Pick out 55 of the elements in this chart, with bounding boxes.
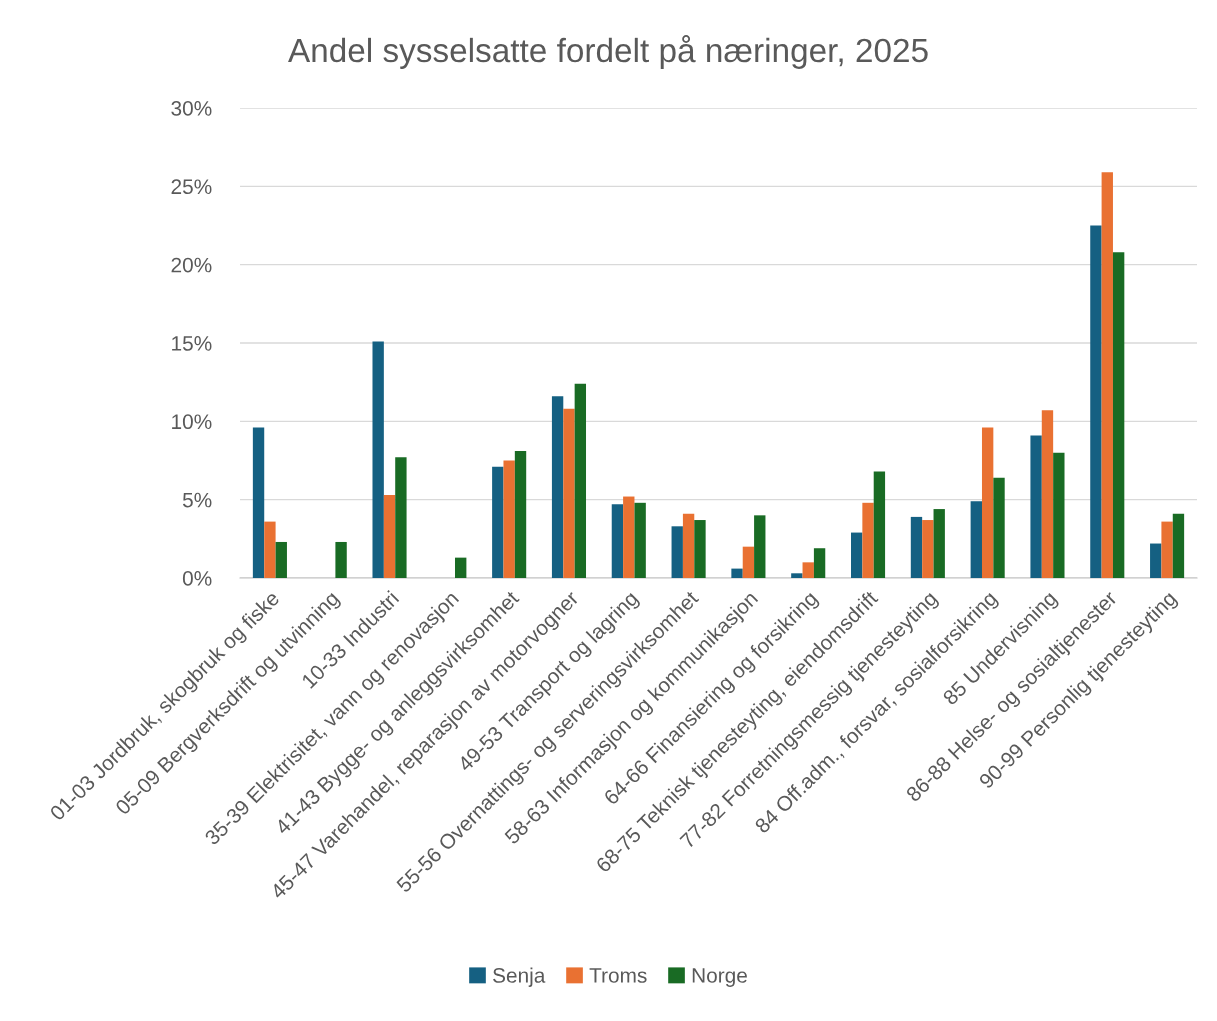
bar: [1030, 435, 1042, 578]
bar: [682, 513, 695, 578]
bar: [1101, 172, 1113, 578]
y-tick-label: 25%: [171, 179, 212, 195]
bar: [993, 477, 1005, 578]
y-tick-label: 15%: [172, 336, 212, 351]
bar: [383, 494, 396, 578]
bar: [754, 515, 766, 578]
bar: [455, 557, 467, 578]
bar: [970, 501, 982, 578]
bar: [922, 520, 934, 578]
bar: [1090, 225, 1102, 578]
y-tick-label: 10%: [172, 414, 212, 430]
bar: [862, 502, 874, 578]
y-tick-label: 0%: [182, 571, 212, 586]
bar: [910, 516, 923, 578]
y-tick-label: 20%: [171, 257, 212, 273]
bar: [634, 502, 646, 578]
legend-label: Troms: [589, 968, 647, 983]
bar: [813, 548, 826, 578]
bar: [694, 520, 706, 578]
bar: [1150, 543, 1162, 578]
bar: [671, 526, 683, 578]
bar: [611, 504, 624, 578]
bar: [873, 471, 886, 578]
bar: [395, 457, 407, 578]
bar: [933, 509, 945, 578]
legend-label: Senja: [493, 967, 546, 987]
chart-title: Andel sysselsatte fordelt på næringer, 2025: [288, 35, 928, 69]
bar: [563, 408, 575, 578]
bar: [981, 427, 994, 578]
bar: [503, 460, 515, 578]
bar: [252, 427, 265, 578]
bar: [731, 568, 743, 578]
bar: [551, 396, 564, 578]
bar: [1172, 513, 1185, 578]
bar: [1112, 252, 1125, 578]
bar: [623, 496, 635, 578]
bar: [574, 383, 587, 578]
bar: [742, 546, 755, 578]
bar: [1041, 410, 1054, 578]
bar: [514, 451, 527, 578]
bar: [850, 532, 863, 578]
bar: [275, 541, 287, 578]
bar: [372, 341, 384, 578]
y-tick-label: 5%: [182, 492, 212, 508]
legend-label: Norge: [692, 968, 747, 987]
y-tick-label: 30%: [171, 101, 212, 116]
bar: [492, 466, 504, 578]
bar: [791, 573, 803, 578]
bar: [335, 541, 347, 578]
bar: [264, 521, 276, 578]
bar: [1053, 452, 1065, 578]
bar: [802, 562, 814, 578]
bar: [1161, 521, 1173, 578]
